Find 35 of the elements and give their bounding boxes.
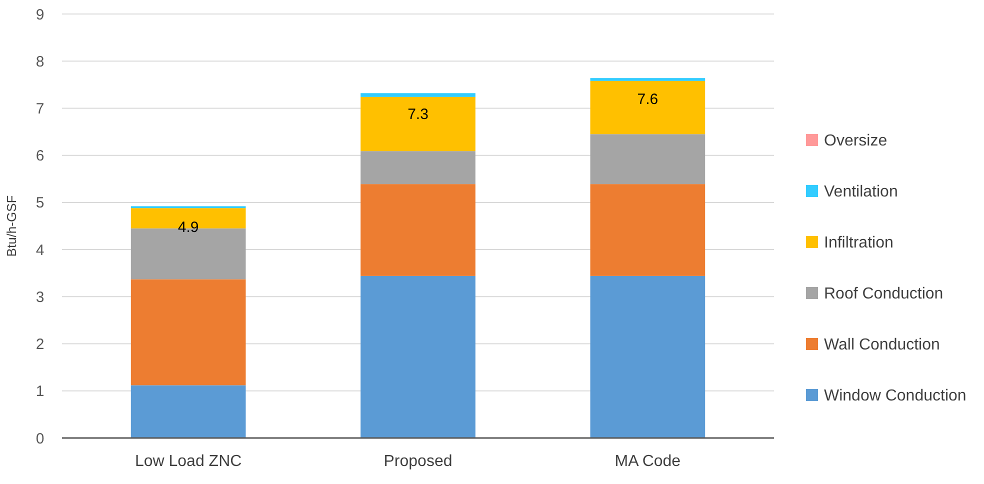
y-tick-label: 8 (36, 53, 44, 70)
bar (360, 93, 476, 97)
total-label: 4.9 (178, 219, 199, 236)
legend-label: Roof Conduction (824, 286, 944, 303)
bar (360, 151, 476, 184)
legend-label: Wall Conduction (824, 336, 940, 354)
bar (360, 276, 476, 438)
y-tick-label: 0 (36, 430, 44, 448)
bar (590, 276, 706, 438)
x-tick-label: MA Code (614, 453, 681, 470)
total-label: 7.6 (637, 91, 658, 108)
y-tick-label: 9 (36, 6, 44, 24)
bar (590, 78, 706, 81)
x-tick-label: Proposed (384, 453, 452, 470)
bar (360, 184, 476, 276)
bar (130, 279, 246, 386)
y-tick-label: 6 (36, 148, 44, 165)
y-tick-label: 7 (36, 100, 44, 118)
y-tick-label: 1 (36, 383, 44, 400)
y-tick-label: 2 (36, 336, 44, 354)
legend-label: Oversize (824, 132, 888, 150)
legend-label: Infiltration (824, 234, 894, 252)
y-tick-label: 5 (36, 194, 44, 212)
legend-label: Ventilation (824, 184, 898, 201)
bar (590, 80, 706, 134)
bar (360, 96, 476, 152)
legend-label: Window Conduction (824, 388, 966, 405)
total-label: 7.3 (408, 106, 428, 124)
y-tick-label: 4 (36, 242, 44, 259)
bar (590, 134, 706, 184)
bar (590, 184, 706, 276)
y-axis-title: Btu/h-GSF (4, 195, 19, 257)
y-tick-label: 3 (36, 288, 44, 306)
bar (130, 385, 246, 438)
x-tick-label: Low Load ZNC (134, 453, 242, 470)
